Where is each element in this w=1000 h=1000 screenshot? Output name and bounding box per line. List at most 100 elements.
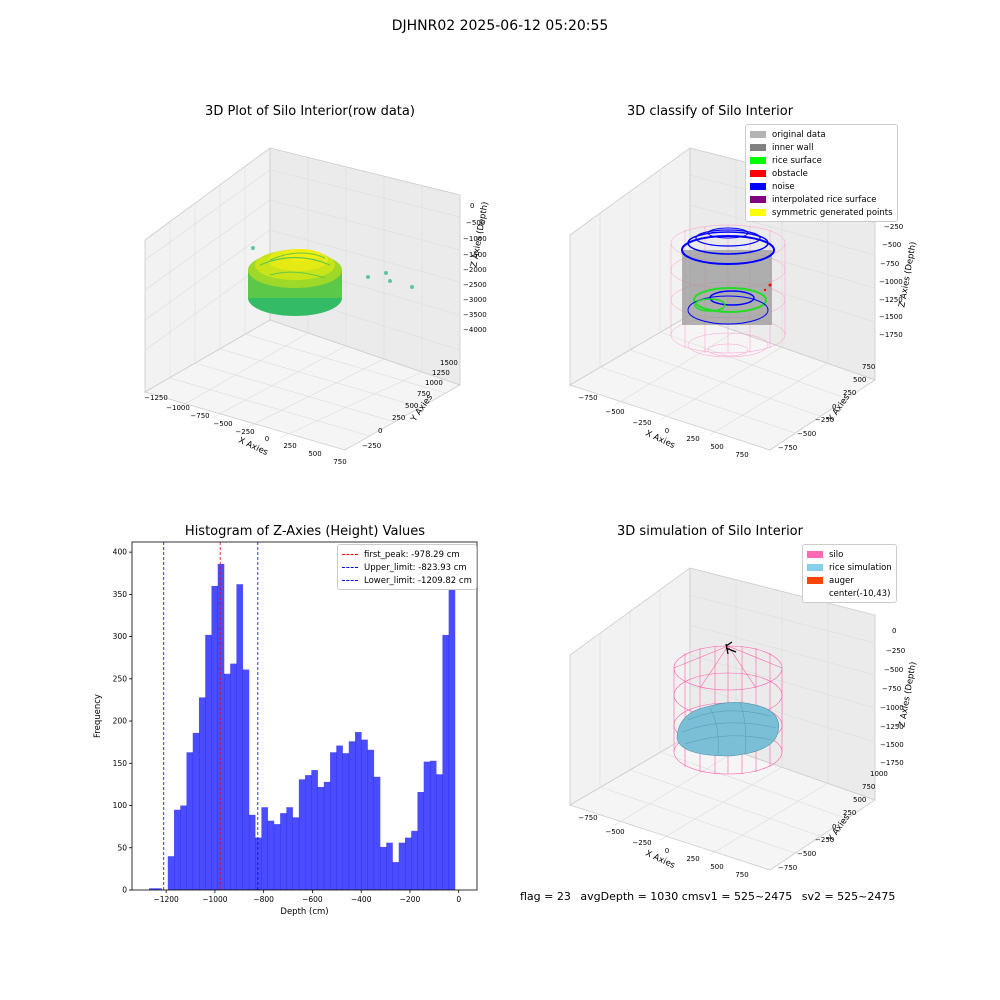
legend-label: noise bbox=[772, 181, 795, 192]
z-tick: −500 bbox=[882, 241, 901, 249]
y-tick: 750 bbox=[862, 783, 875, 791]
histogram-bar bbox=[236, 584, 243, 890]
x-tick: −750 bbox=[578, 814, 597, 822]
x-ticks: −1200 −1000 −800 −600 −400 −200 0 bbox=[153, 890, 461, 904]
x-tick-label: −600 bbox=[302, 895, 323, 904]
legend-swatch bbox=[807, 577, 823, 584]
z-tick: −500 bbox=[466, 219, 485, 227]
raw-panel-title: 3D Plot of Silo Interior(row data) bbox=[205, 104, 415, 119]
histogram-bar bbox=[305, 775, 312, 890]
x-tick: −500 bbox=[213, 420, 232, 428]
histogram-bar bbox=[404, 837, 412, 890]
histogram-bar bbox=[411, 830, 418, 890]
histogram-bar bbox=[348, 741, 356, 890]
histogram-bar bbox=[205, 634, 212, 890]
z-tick: −750 bbox=[880, 260, 899, 268]
avg-depth-text: avgDepth = 1030 cmsv1 = 525~2475 bbox=[580, 890, 793, 903]
x-tick-label: −200 bbox=[400, 895, 421, 904]
x-tick-label: −400 bbox=[351, 895, 372, 904]
x-tick: −500 bbox=[605, 408, 624, 416]
legend-label: interpolated rice surface bbox=[772, 194, 877, 205]
legend-item: interpolated rice surface bbox=[750, 193, 893, 206]
y-tick: 250 bbox=[843, 389, 856, 397]
z-tick: −750 bbox=[882, 685, 901, 693]
y-tick: −750 bbox=[778, 444, 797, 452]
legend-swatch bbox=[750, 183, 766, 190]
histogram-bar bbox=[380, 846, 387, 890]
histogram-bar bbox=[192, 732, 200, 890]
histogram-bar bbox=[199, 697, 206, 890]
y-tick: −250 bbox=[362, 442, 381, 450]
raw-surface bbox=[248, 246, 414, 316]
x-tick: 250 bbox=[283, 442, 296, 450]
z-tick: −1250 bbox=[879, 296, 903, 304]
classify-3d-axes: −750 −500 −250 0 250 500 750 X Axies −75… bbox=[569, 147, 919, 459]
y-tick-label: 100 bbox=[113, 801, 128, 810]
x-tick: 500 bbox=[710, 863, 723, 871]
legend-label: first_peak: -978.29 cm bbox=[364, 549, 460, 560]
legend-label: inner wall bbox=[772, 142, 814, 153]
histogram-bar bbox=[149, 888, 156, 890]
x-tick: 250 bbox=[686, 435, 699, 443]
y-tick-label: 400 bbox=[113, 548, 128, 557]
z-tick: −1250 bbox=[880, 723, 904, 731]
histogram-bar bbox=[323, 781, 331, 890]
y-tick: 1250 bbox=[432, 369, 450, 377]
histogram-bar bbox=[186, 752, 194, 890]
legend-item: inner wall bbox=[750, 141, 893, 154]
z-tick: −250 bbox=[884, 223, 903, 231]
y-tick-label: 350 bbox=[113, 590, 128, 599]
histogram-bar bbox=[386, 842, 393, 890]
classify-points bbox=[681, 227, 775, 325]
raw-x-ticks: −1250 −1000 −750 −500 −250 0 250 500 750 bbox=[144, 394, 347, 466]
legend-label: rice simulation bbox=[829, 562, 892, 573]
histogram-bar bbox=[273, 824, 281, 890]
histogram-bar bbox=[342, 753, 350, 890]
y-tick: 250 bbox=[843, 809, 856, 817]
histogram-bar bbox=[255, 837, 262, 890]
x-tick: −1250 bbox=[144, 394, 168, 402]
z-tick: −4000 bbox=[463, 326, 487, 334]
x-tick: 750 bbox=[735, 451, 748, 459]
histogram-bar bbox=[442, 634, 449, 890]
z-tick: −1000 bbox=[880, 704, 904, 712]
y-tick: 500 bbox=[853, 796, 866, 804]
x-tick: −250 bbox=[632, 419, 651, 427]
histogram-bar bbox=[355, 732, 362, 890]
y-tick: −250 bbox=[815, 836, 834, 844]
histogram-vlines bbox=[163, 542, 259, 890]
y-tick-label: 0 bbox=[122, 886, 127, 895]
z-tick: −2500 bbox=[463, 281, 487, 289]
legend-item: Lower_limit: -1209.82 cm bbox=[342, 574, 472, 587]
plot-frame bbox=[131, 541, 478, 891]
histogram-bar bbox=[242, 669, 250, 890]
legend-label: Upper_limit: -823.93 cm bbox=[364, 562, 467, 573]
classify-panel: 3D classify of Silo Interior bbox=[560, 100, 920, 470]
histogram-chart: −1200 −1000 −800 −600 −400 −200 0 0 50 100 150 200… bbox=[93, 541, 478, 917]
x-tick: −250 bbox=[235, 428, 254, 436]
histogram-bar bbox=[180, 805, 187, 890]
legend-item: Upper_limit: -823.93 cm bbox=[342, 561, 472, 574]
legend-swatch bbox=[750, 196, 766, 203]
classify-x-label: X Axies bbox=[644, 429, 677, 452]
x-tick: 500 bbox=[710, 443, 723, 451]
y-tick: 1500 bbox=[440, 359, 458, 367]
histogram-bar bbox=[261, 807, 268, 890]
y-tick-label: 200 bbox=[113, 717, 128, 726]
x-tick-label: 0 bbox=[456, 895, 461, 904]
legend-swatch bbox=[750, 209, 766, 216]
histogram-bar bbox=[311, 770, 318, 890]
y-tick: 500 bbox=[853, 376, 866, 384]
y-tick: 750 bbox=[862, 363, 875, 371]
legend-item: rice surface bbox=[750, 154, 893, 167]
simulation-3d-axes: −750 −500 −250 0 250 500 750 X Axies −75… bbox=[569, 567, 919, 879]
x-tick: 500 bbox=[308, 450, 321, 458]
y-tick: −500 bbox=[797, 850, 816, 858]
simulation-panel: 3D simulation of Silo Interior bbox=[560, 520, 920, 890]
status-readout: flag = 23 avgDepth = 1030 cmsv1 = 525~24… bbox=[520, 890, 901, 903]
y-tick: 1000 bbox=[425, 379, 443, 387]
y-tick: 0 bbox=[832, 403, 836, 411]
histogram-bar bbox=[317, 786, 325, 890]
z-tick: −1500 bbox=[880, 741, 904, 749]
legend-label: rice surface bbox=[772, 155, 822, 166]
